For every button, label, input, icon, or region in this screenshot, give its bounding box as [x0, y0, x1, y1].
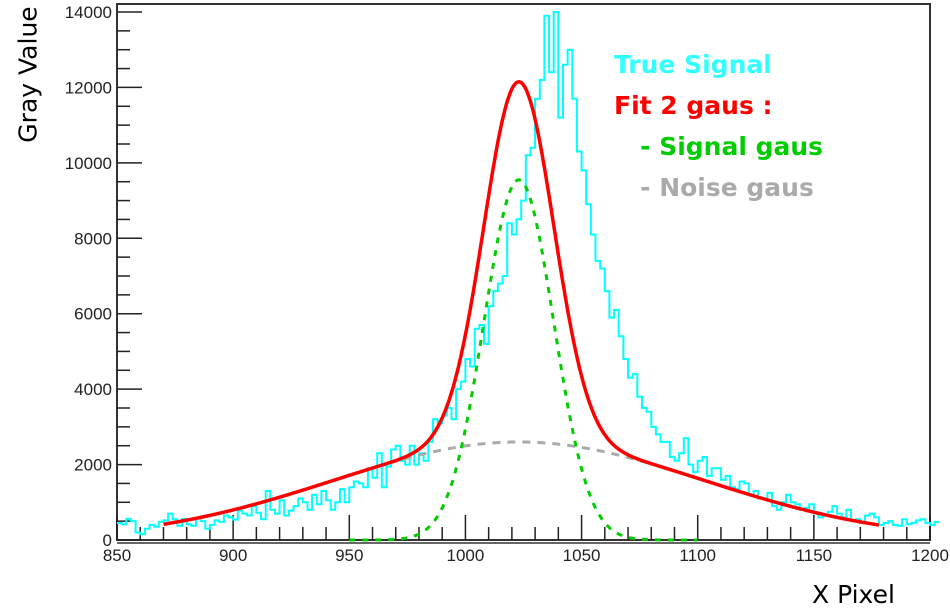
svg-text:900: 900	[219, 546, 247, 565]
svg-text:850: 850	[103, 546, 131, 565]
y-axis-label: Gray Value	[13, 6, 43, 143]
svg-text:1050: 1050	[563, 546, 601, 565]
legend-noise-gaus: - Noise gaus	[614, 173, 814, 202]
svg-text:4000: 4000	[74, 380, 112, 399]
plot-frame	[116, 3, 931, 544]
fit-curve	[163, 80, 880, 527]
svg-text:14000: 14000	[65, 3, 112, 22]
svg-text:12000: 12000	[65, 78, 112, 97]
svg-text:2000: 2000	[74, 456, 112, 475]
svg-text:1000: 1000	[447, 546, 485, 565]
x-axis: 850 900 950 1000 1050 1100 1150 1200	[103, 515, 949, 565]
legend-true-signal: True Signal	[614, 50, 772, 79]
svg-text:1100: 1100	[679, 546, 716, 565]
svg-text:10000: 10000	[65, 154, 112, 173]
y-axis: 0 2000 4000 6000 8000 10000 12000 14000	[65, 3, 142, 550]
x-axis-label: X Pixel	[812, 580, 895, 609]
svg-text:1150: 1150	[796, 546, 833, 565]
svg-text:0: 0	[103, 531, 112, 550]
svg-text:6000: 6000	[74, 305, 112, 324]
svg-text:1200: 1200	[911, 546, 949, 565]
legend-fit: Fit 2 gaus :	[614, 91, 773, 120]
legend: True Signal Fit 2 gaus : - Signal gaus -…	[614, 44, 823, 208]
signal-gaus-curve	[349, 178, 698, 542]
legend-signal-gaus: - Signal gaus	[614, 132, 824, 161]
svg-text:950: 950	[335, 546, 363, 565]
svg-text:8000: 8000	[74, 229, 112, 248]
